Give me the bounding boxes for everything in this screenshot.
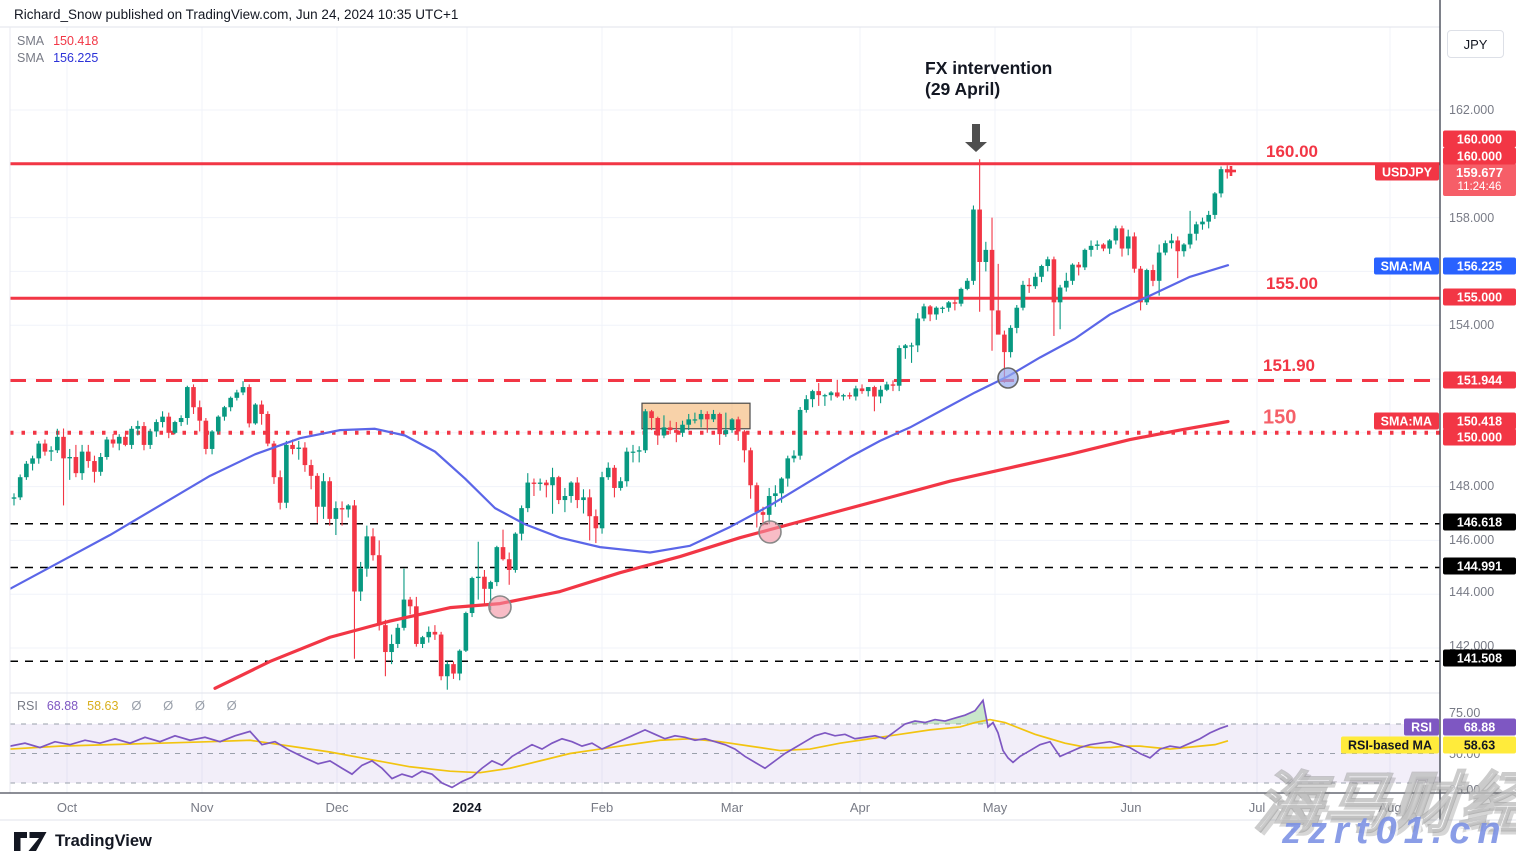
price-axis-badge: 156.225 [1443, 257, 1516, 275]
rsi-pane [10, 698, 1440, 789]
price-axis-badge: 155.000 [1443, 288, 1516, 306]
published-byline: Richard_Snow published on TradingView.co… [14, 7, 459, 22]
price-axis-tick: 158.000 [1449, 211, 1495, 225]
tradingview-logo-icon [14, 832, 47, 851]
time-axis-label: May [982, 800, 1008, 815]
fx-intervention-line2: (29 April) [925, 79, 1001, 99]
price-axis-badge: 146.618 [1443, 513, 1516, 531]
rsi-axis-tick: 25.00 [1449, 783, 1481, 797]
time-axis-label: Dec [325, 800, 349, 815]
sma-50-legend-value: 156.225 [53, 51, 99, 65]
current-price-marker [1226, 166, 1236, 176]
last-price-countdown: 11:24:46 [1457, 180, 1502, 193]
time-axis-label: Feb [590, 800, 614, 815]
price-axis-tick: 162.000 [1449, 103, 1495, 117]
time-axis-label: Nov [190, 800, 214, 815]
time-axis-label: Apr [849, 800, 871, 815]
price-axis-badge: 150.000 [1443, 428, 1516, 446]
sma-200-legend[interactable]: SMA 150.418 [17, 34, 98, 48]
price-axis-tick: 146.000 [1449, 533, 1495, 547]
level-price-label: 150 [1263, 406, 1297, 429]
series-axis-label: RSI-based MA [1340, 736, 1439, 754]
sma-50-legend-label: SMA [17, 51, 45, 65]
sma-50-legend[interactable]: SMA 156.225 [17, 51, 98, 65]
sma-50-line [10, 264, 1230, 590]
ma-touch-markers [488, 367, 1019, 619]
series-axis-label: SMA:MA [1373, 257, 1439, 275]
time-axis-label: 2024 [452, 800, 482, 815]
fx-intervention-line1: FX intervention [925, 58, 1053, 78]
price-axis-badge: 160.000 [1443, 130, 1516, 148]
price-axis-tick: 154.000 [1449, 318, 1495, 332]
last-price-value: 159.677 [1456, 164, 1503, 180]
rsi-axis-tick: 75.00 [1449, 706, 1481, 720]
pane-borders [0, 0, 1516, 821]
watermark-url: zzrt01.cn [1282, 810, 1508, 852]
time-axis-label: Jun [1120, 800, 1142, 815]
price-axis-badge: 58.63 [1443, 736, 1516, 754]
sma-200-legend-label: SMA [17, 34, 45, 48]
price-axis-badge: 151.944 [1443, 371, 1516, 389]
rsi-legend-value: 68.88 [46, 699, 79, 713]
tradingview-logo[interactable]: TradingView [14, 831, 152, 852]
currency-unit-button[interactable]: JPY [1447, 30, 1504, 58]
level-price-label: 151.90 [1263, 356, 1315, 375]
series-axis-label: RSI [1404, 718, 1439, 736]
price-axis-badge: 144.991 [1443, 557, 1516, 575]
fx-intervention-annotation: FX intervention (29 April) [925, 58, 1052, 100]
level-price-label: 155.00 [1266, 274, 1318, 293]
candlestick-series [11, 159, 1230, 690]
time-axis-label: Oct [56, 800, 78, 815]
series-axis-label: USDJPY [1374, 163, 1439, 181]
rsi-hidden-values: Ø Ø Ø Ø [131, 698, 246, 713]
time-axis-label: Jul [1248, 800, 1266, 815]
sma-200-legend-value: 150.418 [53, 34, 99, 48]
price-axis-badge: 141.508 [1443, 649, 1516, 667]
level-price-label: 160.00 [1266, 142, 1318, 161]
tradingview-logo-text: TradingView [55, 832, 152, 850]
price-axis-badge: 150.418 [1443, 412, 1516, 430]
price-axis-badge: 160.000 [1443, 147, 1516, 165]
sma-200-line [213, 419, 1230, 690]
series-axis-label: SMA:MA [1373, 412, 1439, 430]
price-axis-badge: 68.88 [1443, 718, 1516, 736]
rsi-ma-legend-value: 58.63 [87, 699, 119, 713]
time-axis-label: Mar [720, 800, 744, 815]
rsi-legend-label: RSI [17, 699, 38, 713]
price-axis-tick: 144.000 [1449, 585, 1495, 599]
time-axis-label: Aug [1378, 800, 1402, 815]
rsi-legend[interactable]: RSI 68.88 58.63 Ø Ø Ø Ø [17, 698, 246, 713]
intervention-arrow-icon [965, 124, 987, 152]
price-axis-tick: 148.000 [1449, 479, 1495, 493]
last-price-badge: 159.677 11:24:46 [1443, 163, 1516, 196]
